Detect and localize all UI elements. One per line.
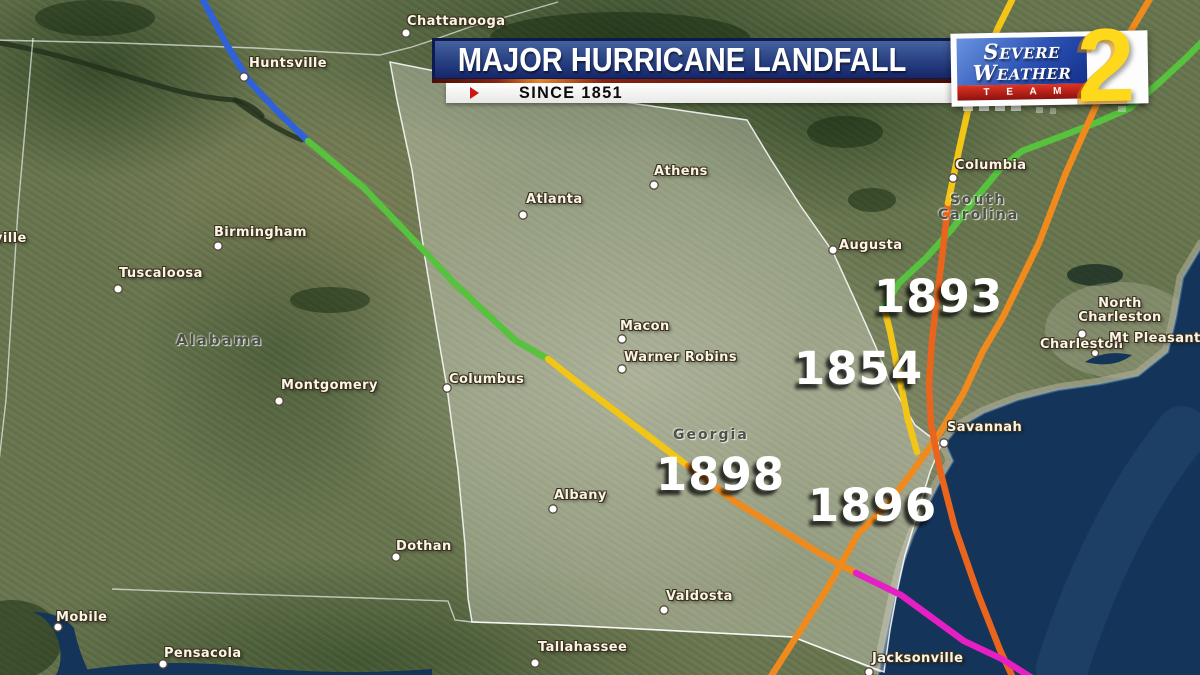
track-1898-blue-segment (199, 0, 312, 145)
city-label-partial-ville: ville (0, 231, 27, 246)
hurricane-tracks (199, 0, 1200, 675)
subtitle-text: SINCE 1851 (519, 83, 624, 102)
city-label-athens: Athens (654, 164, 708, 179)
track-1893-orange-segment (925, 199, 1016, 675)
city-label-mobile: Mobile (56, 610, 108, 625)
city-label-augusta: Augusta (839, 238, 903, 253)
channel-2-icon: 2 (1075, 7, 1136, 125)
city-label-north-charleston: North Charleston (1078, 296, 1162, 326)
track-1898-orange-segment (684, 462, 860, 577)
ticker-dash (1036, 107, 1043, 113)
city-label-jacksonville: Jacksonville (872, 651, 964, 666)
ticker-dash (995, 104, 1005, 111)
river-lines (0, 40, 305, 143)
banner-accent-line (432, 79, 1147, 83)
track-1854-green-segment (880, 39, 1200, 311)
play-arrow-icon (470, 87, 479, 99)
city-label-pensacola: Pensacola (164, 646, 242, 661)
ticker-dash (1050, 108, 1056, 114)
gulf-water (32, 612, 432, 675)
state-label-georgia: Georgia (673, 427, 749, 443)
city-label-chattanooga: Chattanooga (407, 14, 506, 29)
track-1898-magenta-segment (852, 569, 1034, 675)
city-label-albany: Albany (554, 488, 607, 503)
year-label-1854: 1854 (794, 342, 924, 395)
logo-brand-line2: Weather (972, 59, 1072, 86)
city-label-tuscaloosa: Tuscaloosa (119, 266, 203, 281)
track-1854-yellow-segment (880, 303, 921, 456)
city-dots (53, 28, 1100, 675)
ocean-current-streak (1036, 406, 1200, 675)
city-label-valdosta: Valdosta (666, 589, 733, 604)
city-label-macon: Macon (620, 319, 670, 334)
city-label-charleston: Charleston (1040, 337, 1124, 352)
city-label-tallahassee: Tallahassee (538, 640, 628, 655)
ticker-dash (963, 104, 973, 111)
city-label-atlanta: Atlanta (526, 192, 583, 207)
track-1898-gold-segment (544, 355, 692, 470)
ticker-dash (979, 104, 989, 111)
city-label-mt-pleasant: Mt Pleasant (1109, 331, 1200, 346)
logo-team-strip: T E A M (957, 83, 1088, 101)
track-1896-orange-segment (767, 0, 1154, 675)
year-label-1893: 1893 (874, 270, 1004, 323)
severe-weather-team-2-logo: Severe Weather T E A M 2 (950, 8, 1149, 125)
headline-title: MAJOR HURRICANE LANDFALL (457, 40, 907, 78)
track-1898-green-segment (304, 137, 552, 363)
ticker-dash (1118, 106, 1126, 112)
year-label-1896: 1896 (808, 479, 938, 532)
coastline (876, 247, 1200, 675)
logo-brand-box: Severe Weather (956, 36, 1088, 86)
city-label-warner-robins: Warner Robins (624, 350, 737, 365)
year-label-1898: 1898 (656, 448, 786, 501)
city-label-dothan: Dothan (396, 539, 452, 554)
state-label-alabama: Alabama (176, 331, 264, 349)
ticker-dash (1011, 104, 1021, 111)
charleston-harbor (1085, 353, 1132, 365)
city-label-columbus: Columbus (449, 372, 525, 387)
city-label-huntsville: Huntsville (249, 56, 328, 71)
city-label-montgomery: Montgomery (281, 378, 378, 393)
city-label-savannah: Savannah (947, 420, 1023, 435)
city-label-birmingham: Birmingham (214, 225, 307, 240)
city-label-columbia: Columbia (955, 158, 1027, 173)
state-label-south-carolina: South Carolina (938, 192, 1020, 224)
